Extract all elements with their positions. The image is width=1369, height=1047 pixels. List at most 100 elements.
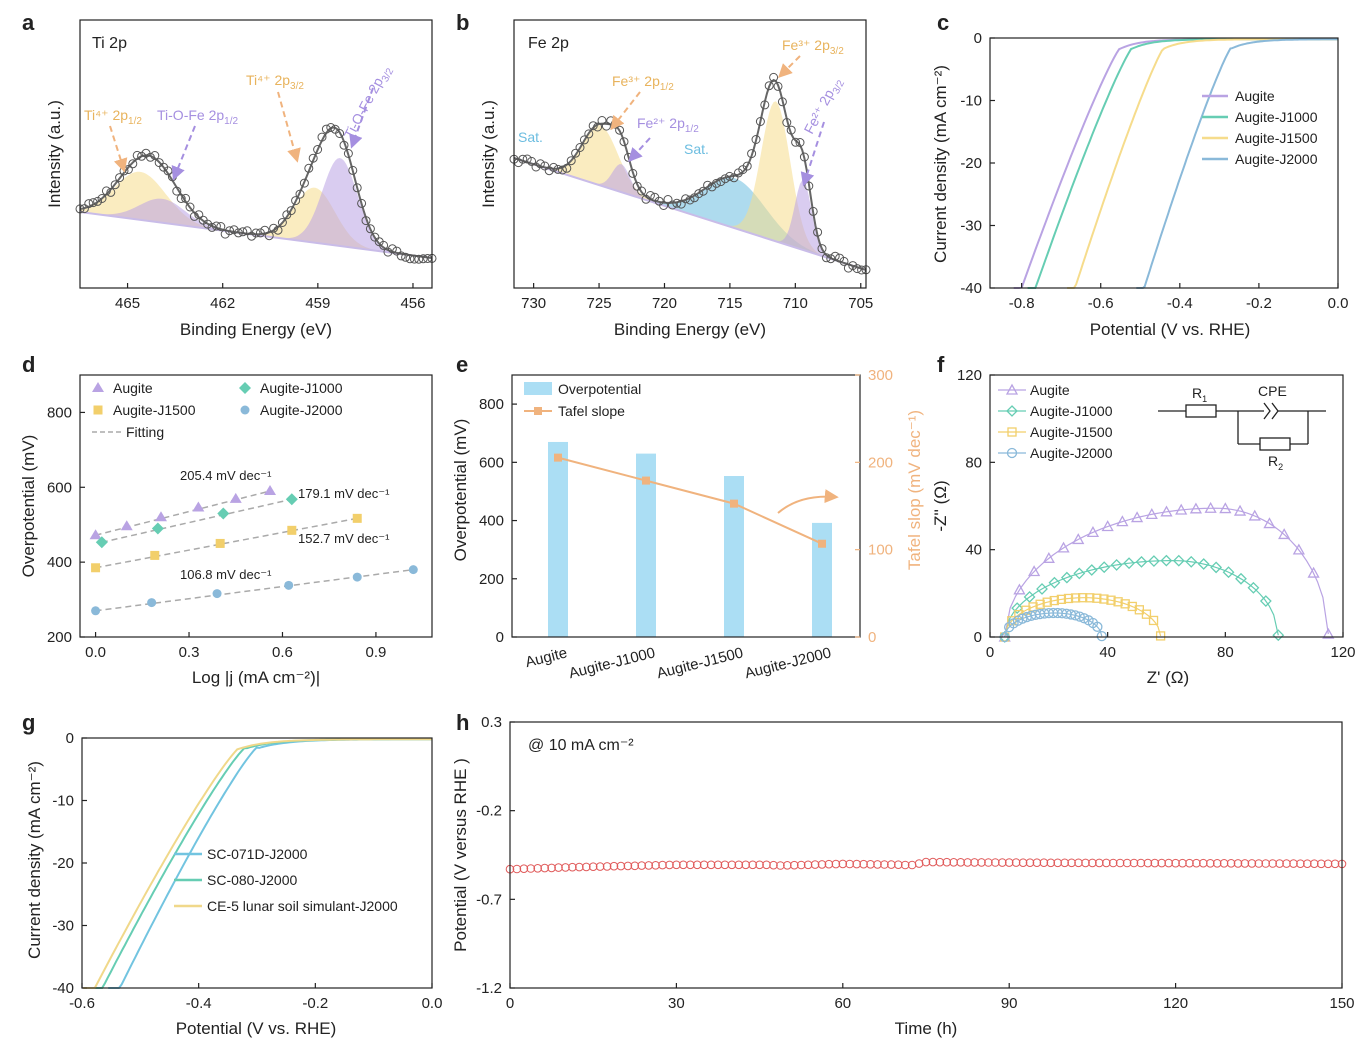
data-point — [264, 231, 274, 241]
potential-point — [1011, 858, 1021, 867]
data-point — [189, 211, 199, 221]
marker-triangle — [1307, 566, 1320, 578]
potential-point — [692, 860, 702, 870]
panel-d-slope-2: 179.1 mV dec⁻¹ — [298, 486, 390, 501]
y-tick-label: 400 — [479, 513, 504, 530]
marker-triangle — [264, 485, 277, 496]
panel-h-label: h — [456, 710, 469, 735]
marker-diamond — [239, 382, 251, 394]
legend-swatch — [524, 382, 552, 395]
marker-diamond — [1235, 572, 1247, 585]
potential-point — [547, 863, 556, 873]
data-point — [238, 227, 248, 237]
data-point — [769, 72, 779, 82]
x-tick-label: 459 — [305, 295, 330, 312]
data-point — [88, 198, 98, 208]
potential-point — [644, 861, 654, 870]
panel-f-xlabel: Z' (Ω) — [1147, 668, 1189, 687]
data-point — [553, 164, 563, 174]
potential-point — [1053, 858, 1062, 868]
potential-point — [651, 861, 660, 870]
data-point — [97, 194, 107, 203]
x-tick-label: 40 — [1099, 644, 1116, 661]
potential-point — [810, 860, 820, 869]
marker-diamond — [1259, 595, 1272, 607]
baseline — [513, 157, 867, 271]
panel-a-ann-ti4-12: Ti⁴⁺ 2p1/2 — [84, 107, 142, 127]
potential-point — [1143, 858, 1153, 868]
x-tick-label: 456 — [400, 295, 425, 312]
data-point — [128, 159, 138, 169]
x-tick-label: 150 — [1329, 995, 1354, 1012]
potential-point — [727, 860, 737, 870]
panel-a-label: a — [22, 10, 35, 35]
data-point — [343, 149, 353, 158]
marker-diamond — [1172, 554, 1185, 567]
potential-point — [1025, 858, 1035, 868]
panel-h-frame — [509, 721, 1343, 989]
peak-fill-3 — [514, 101, 866, 270]
panel-b-frame — [513, 19, 867, 289]
data-point — [799, 152, 809, 162]
y-tick-label: 200 — [868, 454, 893, 471]
data-point — [352, 183, 362, 193]
panel-e-plot — [548, 441, 832, 637]
potential-point — [776, 861, 785, 870]
panel-a-arrow-4 — [349, 87, 374, 149]
marker-diamond — [1073, 567, 1086, 580]
potential-point — [734, 860, 744, 870]
potential-point — [616, 861, 626, 871]
data-point — [299, 178, 309, 188]
circuit-cpe: CPE — [1258, 383, 1287, 399]
potential-point — [1247, 859, 1257, 868]
marker-square — [93, 405, 103, 415]
panel-b-ann-fe2-12: Fe²⁺ 2p1/2 — [637, 115, 699, 135]
marker-circle — [240, 405, 250, 415]
circuit-r1: R1 — [1192, 385, 1207, 404]
marker-triangle — [1248, 509, 1261, 521]
potential-point — [866, 860, 875, 869]
potential-point — [575, 862, 584, 872]
potential-point — [873, 860, 882, 869]
panel-a-arrow-3 — [277, 91, 301, 163]
data-point — [348, 165, 358, 175]
y-tick-label: 40 — [965, 542, 982, 559]
potential-point — [665, 860, 674, 870]
y-tick-label: 80 — [965, 454, 982, 471]
potential-point — [1067, 858, 1076, 868]
panel-e-y2label: Tafel slop (mV dec⁻¹) — [905, 410, 924, 570]
data-point — [194, 210, 204, 220]
data-point — [93, 196, 103, 206]
data-point — [685, 195, 695, 205]
marker-square — [1127, 601, 1137, 612]
marker-triangle — [154, 511, 167, 522]
potential-point — [956, 858, 966, 867]
marker-square — [91, 563, 101, 573]
y-tick-label: 600 — [479, 454, 504, 471]
potential-point — [984, 858, 993, 867]
data-point — [387, 244, 397, 254]
marker-triangle — [1130, 511, 1144, 523]
data-point — [852, 264, 862, 274]
potential-point — [554, 863, 563, 872]
potential-point — [880, 860, 889, 869]
panel-g-label: g — [22, 710, 35, 735]
data-point — [681, 194, 691, 204]
tafel-point — [730, 499, 738, 508]
legend-label: CE-5 lunar soil simulant-J2000 — [207, 898, 398, 914]
data-point — [593, 122, 603, 132]
marker-circle — [212, 589, 222, 599]
potential-point — [1039, 858, 1049, 868]
marker-diamond — [1197, 558, 1210, 570]
y-tick-label: -20 — [960, 155, 982, 172]
x-tick-label: -0.4 — [1167, 295, 1193, 312]
potential-point — [824, 859, 834, 869]
potential-point — [949, 858, 959, 867]
data-point — [132, 150, 142, 160]
marker-triangle — [1292, 543, 1305, 555]
marker-square — [1141, 609, 1152, 619]
data-point — [357, 198, 367, 208]
potential-point — [1088, 858, 1097, 868]
x-tick-label: 30 — [668, 995, 685, 1012]
panel-d-slope-3: 152.7 mV dec⁻¹ — [298, 531, 390, 546]
